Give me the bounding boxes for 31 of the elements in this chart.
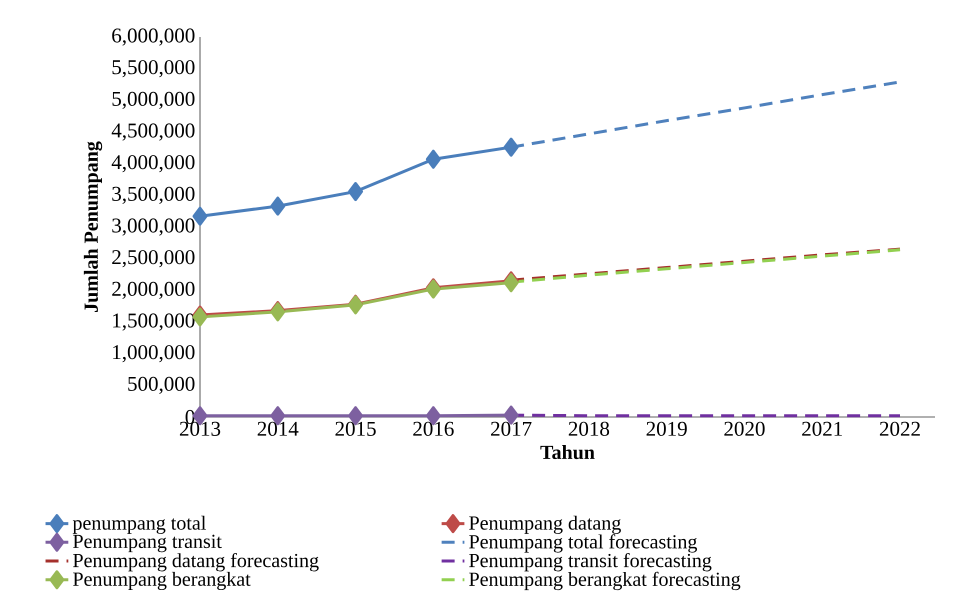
y-tick-label: 3,000,000: [112, 218, 194, 236]
x-axis-title: Tahun: [540, 445, 595, 460]
y-tick-label: 1,000,000: [113, 345, 194, 362]
x-tick-label: 2016: [413, 422, 454, 436]
y-tick-label: 5,000,000: [112, 92, 194, 109]
y-tick-label: 2,500,000: [112, 250, 194, 268]
legend-label: Penumpang transit forecasting: [469, 553, 712, 572]
x-tick-label: 2020: [724, 422, 765, 436]
x-tick-label: 2014: [258, 422, 298, 436]
y-axis-title: Jumlah Penumpang: [84, 141, 102, 312]
x-tick-label: 2018: [568, 422, 610, 436]
x-tick-label: 2019: [646, 422, 687, 436]
x-tick-label: 2022: [880, 422, 920, 436]
y-tick-label: 2,000,000: [112, 282, 194, 299]
y-tick-label: 6,000,000: [112, 28, 194, 46]
legend-label: Penumpang berangkat forecasting: [469, 572, 740, 590]
x-tick-label: 2017: [491, 422, 532, 436]
legend-label: Penumpang transit: [73, 534, 222, 552]
y-tick-label: 1,500,000: [113, 313, 194, 331]
x-tick-label: 2021: [802, 422, 842, 436]
y-tick-label: 3,500,000: [112, 186, 194, 204]
legend-label: Penumpang datang forecasting: [73, 553, 319, 572]
legend-label: Penumpang berangkat: [73, 572, 251, 590]
y-tick-label: 500,000: [128, 376, 194, 394]
y-tick-label: 5,500,000: [112, 60, 194, 78]
y-tick-label: 4,000,000: [112, 155, 194, 172]
legend-label: penumpang total: [72, 516, 206, 534]
legend-label: Penumpang datang: [469, 516, 621, 534]
x-tick-label: 2015: [335, 422, 376, 436]
y-tick-label: 4,500,000: [112, 123, 194, 141]
legend-label: Penumpang total forecasting: [469, 534, 698, 553]
